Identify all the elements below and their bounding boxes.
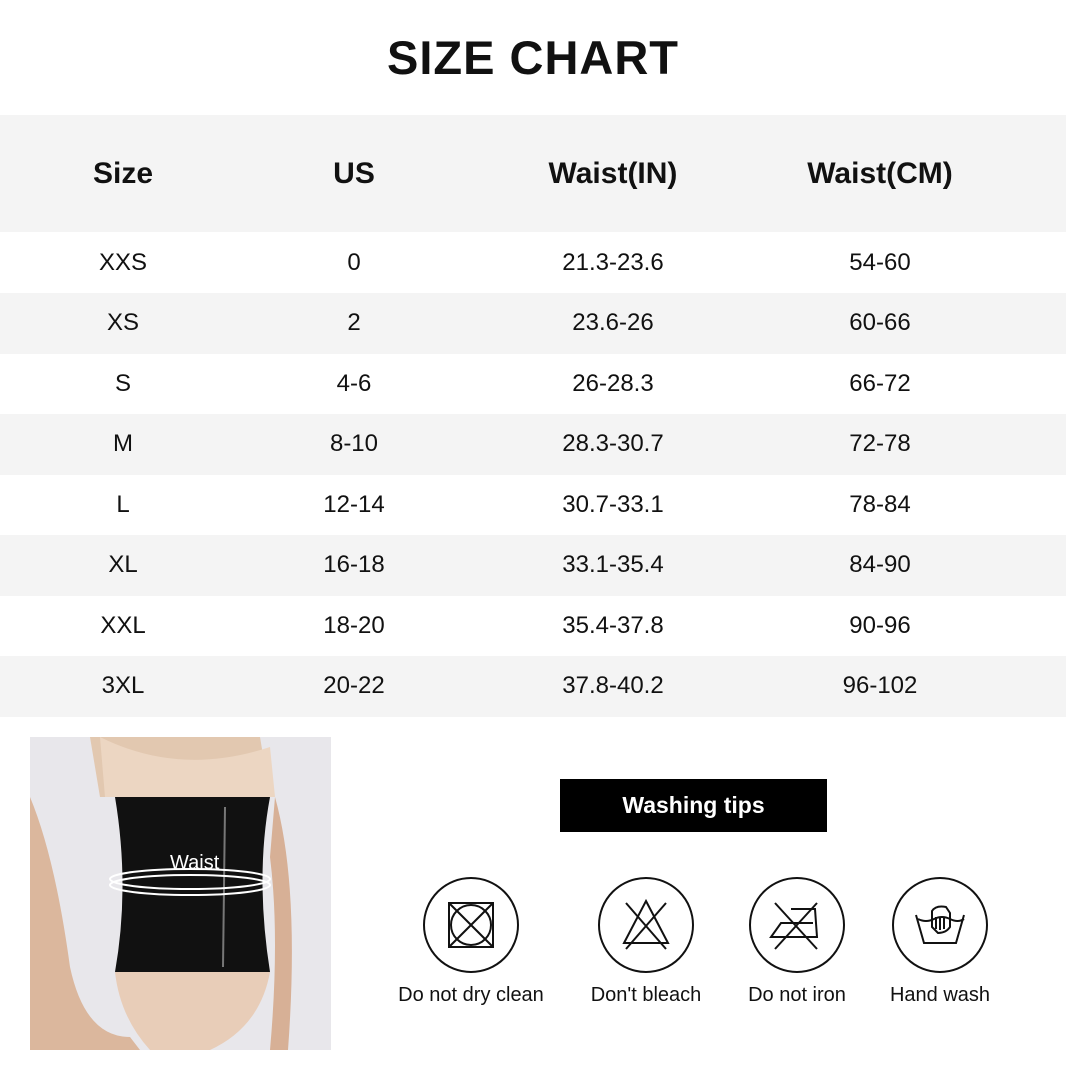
cell-waist-in: 33.1-35.4 — [562, 551, 664, 578]
cell-waist-in: 35.4-37.8 — [562, 611, 664, 639]
cell-waist-cm: 60-66 — [849, 309, 911, 336]
table-row: XXL 18-20 35.4-37.8 90-96 — [0, 595, 1066, 656]
cell-waist-cm: 66-72 — [849, 369, 911, 397]
washing-tips-banner: Washing tips — [560, 779, 827, 832]
care-label: Don't bleach — [590, 984, 702, 1006]
cell-waist-in: 30.7-33.1 — [562, 490, 664, 518]
cell-waist-in: 21.3-23.6 — [562, 248, 664, 276]
product-photo: Waist — [30, 737, 331, 1050]
care-label: Do not iron — [748, 984, 846, 1006]
cell-us: 8-10 — [329, 430, 379, 457]
cell-size: 3XL — [101, 672, 145, 699]
care-item-iron: Do not iron — [712, 877, 882, 1007]
cell-waist-in: 26-28.3 — [572, 369, 654, 397]
cell-waist-cm: 78-84 — [849, 490, 911, 518]
cell-us: 16-18 — [323, 551, 385, 578]
table-row: XL 16-18 33.1-35.4 84-90 — [0, 534, 1066, 596]
care-label: Hand wash — [889, 984, 991, 1006]
table-row: M 8-10 28.3-30.7 72-78 — [0, 413, 1066, 475]
header-waist-in: Waist(IN) — [548, 156, 678, 190]
cell-waist-cm: 54-60 — [849, 248, 911, 276]
header-us: US — [333, 156, 375, 190]
cell-size: XXS — [98, 248, 148, 276]
cell-waist-cm: 84-90 — [849, 551, 911, 578]
header-size: Size — [92, 156, 154, 190]
header-waist-cm: Waist(CM) — [807, 156, 953, 190]
table-row: XS 2 23.6-26 60-66 — [0, 292, 1066, 354]
cell-waist-in: 37.8-40.2 — [562, 672, 664, 699]
cell-size: S — [114, 369, 131, 397]
no-iron-icon — [769, 902, 819, 950]
cell-size: L — [116, 490, 130, 518]
care-label: Do not dry clean — [398, 984, 544, 1006]
table-row: L 12-14 30.7-33.1 78-84 — [0, 474, 1066, 535]
cell-size: XS — [106, 309, 139, 336]
waist-trainer-illustration — [30, 737, 331, 1050]
cell-waist-in: 23.6-26 — [572, 309, 654, 336]
cell-us: 0 — [347, 248, 361, 276]
cell-us: 2 — [347, 309, 361, 336]
waist-label: Waist — [170, 852, 220, 874]
care-item-dry-clean: Do not dry clean — [386, 877, 556, 1007]
table-row: XXS 0 21.3-23.6 54-60 — [0, 232, 1066, 293]
no-bleach-icon — [622, 898, 670, 950]
page-title: SIZE CHART — [387, 31, 679, 84]
cell-waist-cm: 72-78 — [849, 430, 911, 457]
cell-waist-in: 28.3-30.7 — [562, 430, 664, 457]
table-row: S 4-6 26-28.3 66-72 — [0, 353, 1066, 414]
care-item-hand-wash: Hand wash — [855, 877, 1025, 1007]
cell-size: XXL — [100, 611, 146, 639]
cell-us: 12-14 — [323, 490, 385, 518]
cell-waist-cm: 96-102 — [842, 672, 918, 699]
cell-size: M — [113, 430, 133, 457]
cell-us: 4-6 — [336, 369, 372, 397]
care-item-bleach: Don't bleach — [561, 877, 731, 1007]
no-dry-clean-icon — [448, 902, 494, 948]
cell-us: 18-20 — [323, 611, 385, 639]
cell-waist-cm: 90-96 — [849, 611, 911, 639]
cell-size: XL — [108, 551, 138, 578]
hand-wash-icon — [915, 905, 965, 944]
table-header: Size US Waist(IN) Waist(CM) — [0, 115, 1066, 232]
table-row: 3XL 20-22 37.8-40.2 96-102 — [0, 655, 1066, 717]
cell-us: 20-22 — [323, 672, 385, 699]
